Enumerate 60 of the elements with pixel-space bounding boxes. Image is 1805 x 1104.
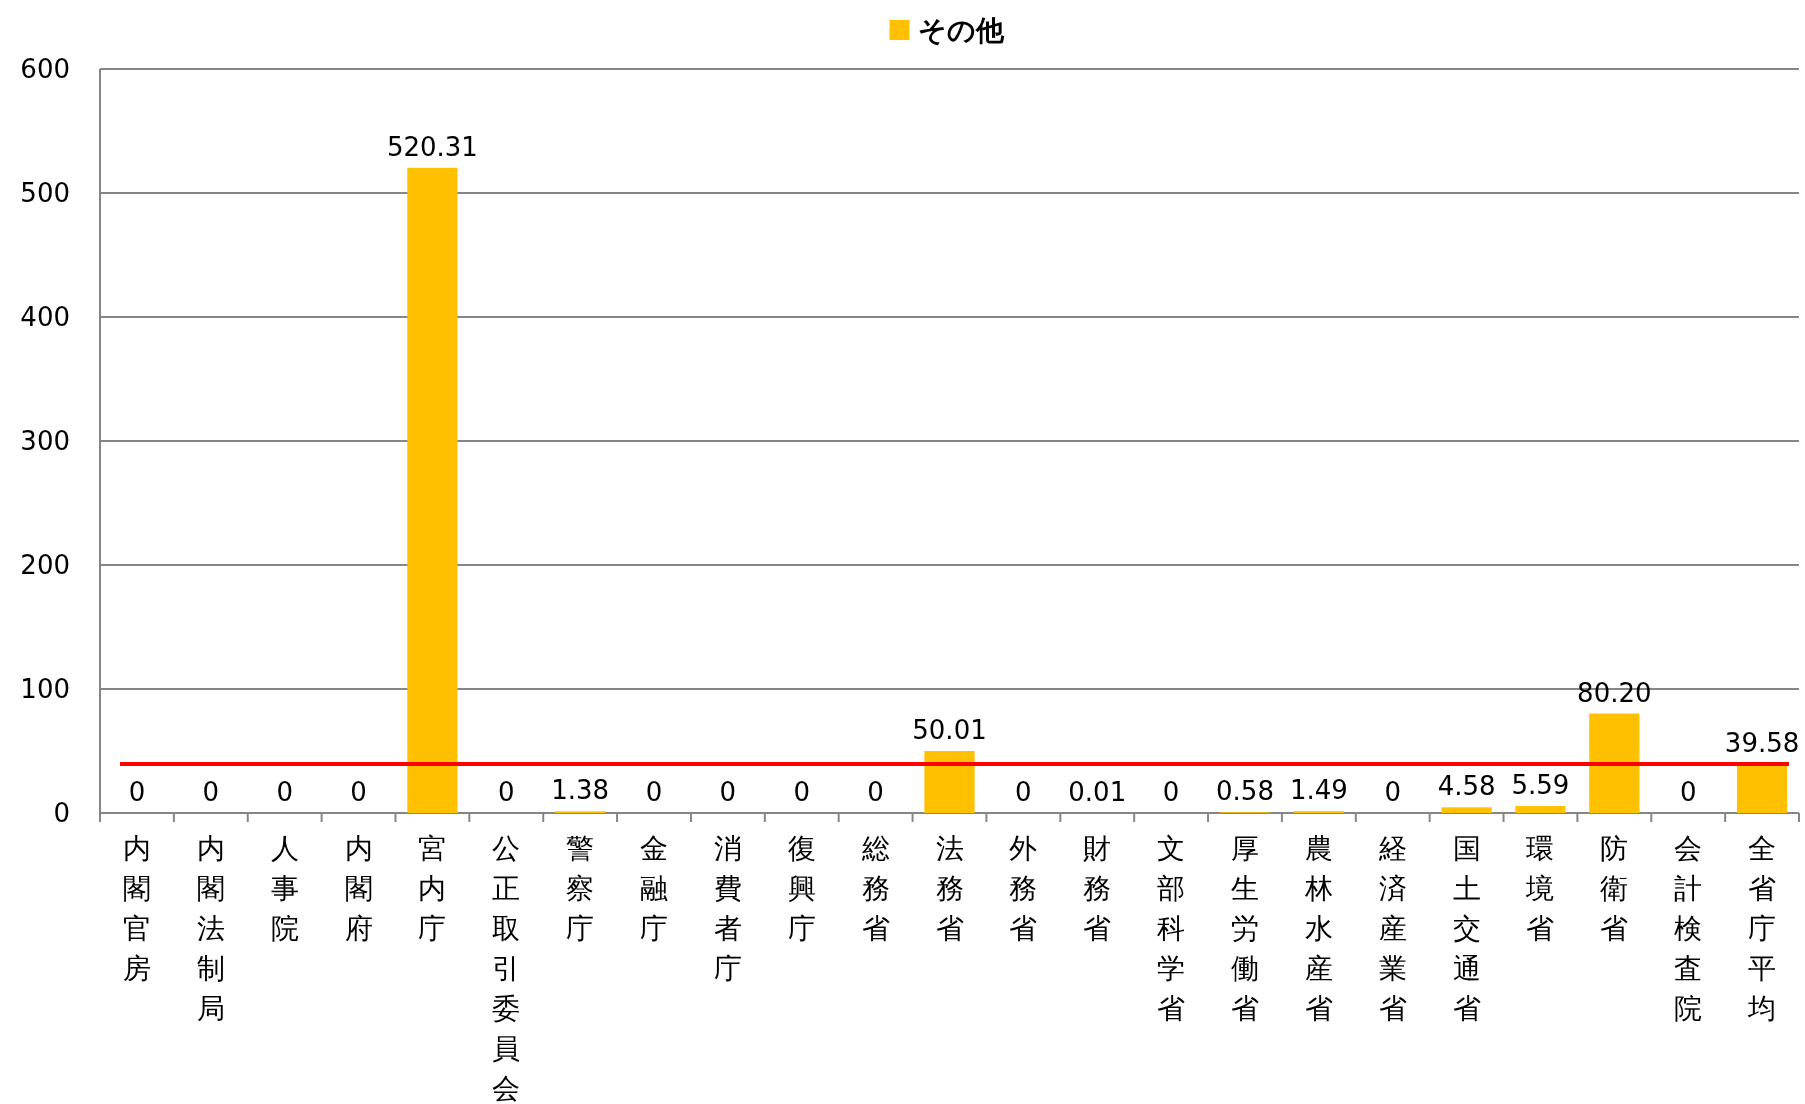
bar: [1441, 807, 1492, 813]
data-label: 5.59: [1511, 770, 1570, 801]
x-tick-label: 警察庁: [566, 832, 595, 945]
legend-label: その他: [917, 14, 1005, 47]
y-tick-label: 0: [53, 798, 70, 828]
y-tick-label: 200: [20, 550, 70, 580]
data-label: 0: [1679, 777, 1697, 807]
bar: [407, 167, 458, 813]
x-tick-label: 人事院: [270, 832, 299, 945]
data-label: 1.38: [551, 775, 610, 806]
x-tick-label: 環境省: [1525, 832, 1555, 945]
bar: [1515, 806, 1566, 813]
data-label: 0: [350, 777, 367, 807]
x-tick-label: 内閣官房: [122, 832, 151, 985]
x-tick-label: 宮内庁: [418, 832, 447, 945]
x-tick-label: 防衛省: [1600, 832, 1629, 945]
data-label: 80.20: [1577, 677, 1652, 708]
y-tick-label: 300: [20, 426, 70, 456]
data-label: 0: [1384, 777, 1401, 807]
data-label: 4.58: [1437, 771, 1496, 802]
x-tick-label: 復興庁: [787, 832, 816, 945]
x-tick-label: 農林水産省: [1303, 832, 1333, 1025]
data-label: 0: [128, 777, 146, 807]
data-label: 1.49: [1289, 775, 1348, 806]
x-tick-label: 厚生労働省: [1230, 832, 1259, 1025]
bar: [924, 750, 975, 813]
x-tick-label: 経済産業省: [1377, 832, 1407, 1025]
x-tick-label: 金融庁: [640, 832, 669, 945]
x-tick-label: 内閣府: [344, 832, 373, 945]
x-tick-label: 外務省: [1009, 832, 1038, 945]
x-tick-label: 内閣法制局: [196, 832, 225, 1025]
y-tick-label: 100: [20, 674, 70, 704]
bar: [1736, 763, 1788, 813]
x-tick-label: 総務省: [860, 832, 890, 945]
data-label: 50.01: [912, 714, 987, 745]
bar: [1589, 713, 1640, 813]
data-label: 0: [498, 777, 515, 807]
data-label: 0: [202, 777, 220, 807]
y-tick-label: 600: [20, 54, 70, 84]
data-label: 39.58: [1724, 727, 1800, 758]
data-label: 0: [1162, 777, 1180, 807]
x-tick-label: 公正取引委員会: [492, 832, 521, 1104]
x-tick-label: 会計検査院: [1674, 832, 1703, 1025]
data-label: 0: [1015, 777, 1032, 807]
data-label: 0: [276, 777, 293, 807]
data-label: 0.58: [1216, 776, 1274, 807]
data-label: 520.31: [386, 131, 478, 162]
data-label: 0: [867, 777, 884, 807]
x-tick-label: 法務省: [935, 832, 964, 945]
x-tick-label: 全省庁平均: [1747, 832, 1777, 1025]
data-label: 0: [793, 777, 811, 807]
y-tick-label: 500: [20, 178, 70, 208]
data-label: 0: [645, 777, 663, 807]
y-tick-label: 400: [20, 302, 70, 332]
data-label: 0: [719, 777, 737, 807]
x-tick-label: 文部科学省: [1157, 832, 1186, 1025]
x-tick-label: 消費者庁: [713, 832, 742, 985]
data-label: 0.01: [1068, 776, 1127, 807]
x-tick-label: 財務省: [1083, 832, 1112, 945]
x-tick-label: 国土交通省: [1452, 832, 1481, 1025]
